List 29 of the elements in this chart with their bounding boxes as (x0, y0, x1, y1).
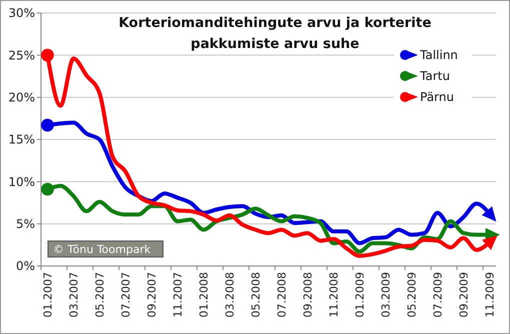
y-tick-label: 25% (8, 48, 35, 62)
x-tick-label: 07.2007 (119, 272, 132, 318)
x-tick-label: 09.2007 (145, 272, 158, 318)
x-tick-label: 05.2009 (405, 272, 418, 318)
x-tick-label: 01.2007 (41, 272, 54, 318)
y-tick-label: 15% (8, 132, 35, 147)
x-tick-label: 11.2008 (327, 272, 340, 318)
annotation: © Tõnu Toompark (53, 242, 152, 256)
legend-label: Tallinn (419, 48, 458, 62)
x-tick-label: 07.2009 (431, 272, 444, 318)
legend-label: Tartu (419, 69, 450, 84)
x-tick-label: 03.2009 (379, 272, 392, 318)
legend-label: Pärnu (420, 90, 454, 104)
y-tick-label: 5% (16, 217, 35, 232)
x-tick-label: 09.2009 (457, 272, 470, 318)
y-tick-label: 10% (8, 174, 35, 189)
x-tick-label: 05.2007 (93, 272, 106, 318)
x-tick-label: 11.2007 (171, 272, 184, 318)
y-tick-label: 30% (8, 6, 35, 20)
x-tick-label: 01.2009 (353, 272, 366, 318)
x-tick-label: 03.2008 (223, 272, 236, 318)
y-tick-label: 20% (8, 90, 35, 105)
x-tick-label: 11.2009 (483, 272, 496, 318)
x-tick-label: 05.2008 (249, 272, 262, 318)
x-tick-label: 01.2008 (197, 272, 210, 318)
x-tick-label: 09.2008 (301, 272, 314, 318)
x-tick-label: 03.2007 (67, 272, 80, 318)
y-tick-label: 0% (16, 259, 35, 274)
x-tick-label: 07.2008 (275, 272, 288, 318)
